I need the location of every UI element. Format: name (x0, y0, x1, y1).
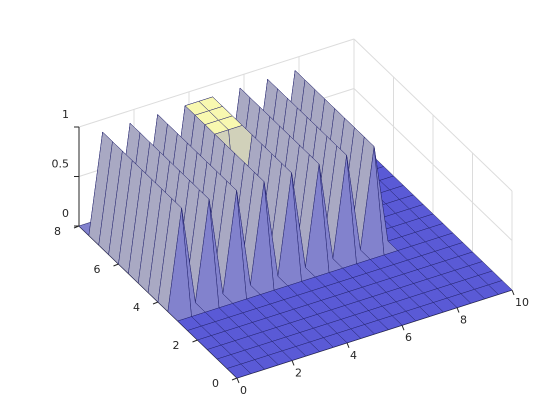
y-tick (192, 339, 198, 343)
x-tick (456, 307, 460, 313)
z-tick-label: 1 (62, 108, 69, 121)
x-tick-label: 8 (460, 314, 467, 327)
x-tick-label: 6 (405, 331, 412, 344)
x-tick-label: 0 (240, 384, 247, 397)
y-tick (152, 301, 159, 305)
y-tick-label: 0 (212, 377, 219, 390)
x-tick (401, 325, 405, 331)
x-tick-label: 10 (515, 296, 529, 309)
x-tick-label: 2 (295, 366, 302, 379)
grid-line (353, 38, 513, 192)
y-tick-label: 2 (173, 339, 180, 352)
x-tick (291, 360, 295, 366)
surface-face (226, 363, 252, 379)
x-tick (236, 377, 240, 384)
y-tick (113, 263, 119, 267)
y-tick (231, 377, 238, 381)
z-tick-label: 0 (62, 207, 69, 220)
z-tick-label: 0.5 (52, 158, 70, 171)
y-tick-label: 6 (94, 263, 101, 276)
y-tick-label: 4 (133, 301, 140, 314)
grid-line (78, 38, 355, 128)
x-tick-label: 4 (350, 349, 357, 362)
y-tick-label: 8 (54, 225, 61, 238)
x-tick (511, 289, 515, 296)
x-tick (346, 342, 350, 348)
grid-line (353, 88, 513, 241)
